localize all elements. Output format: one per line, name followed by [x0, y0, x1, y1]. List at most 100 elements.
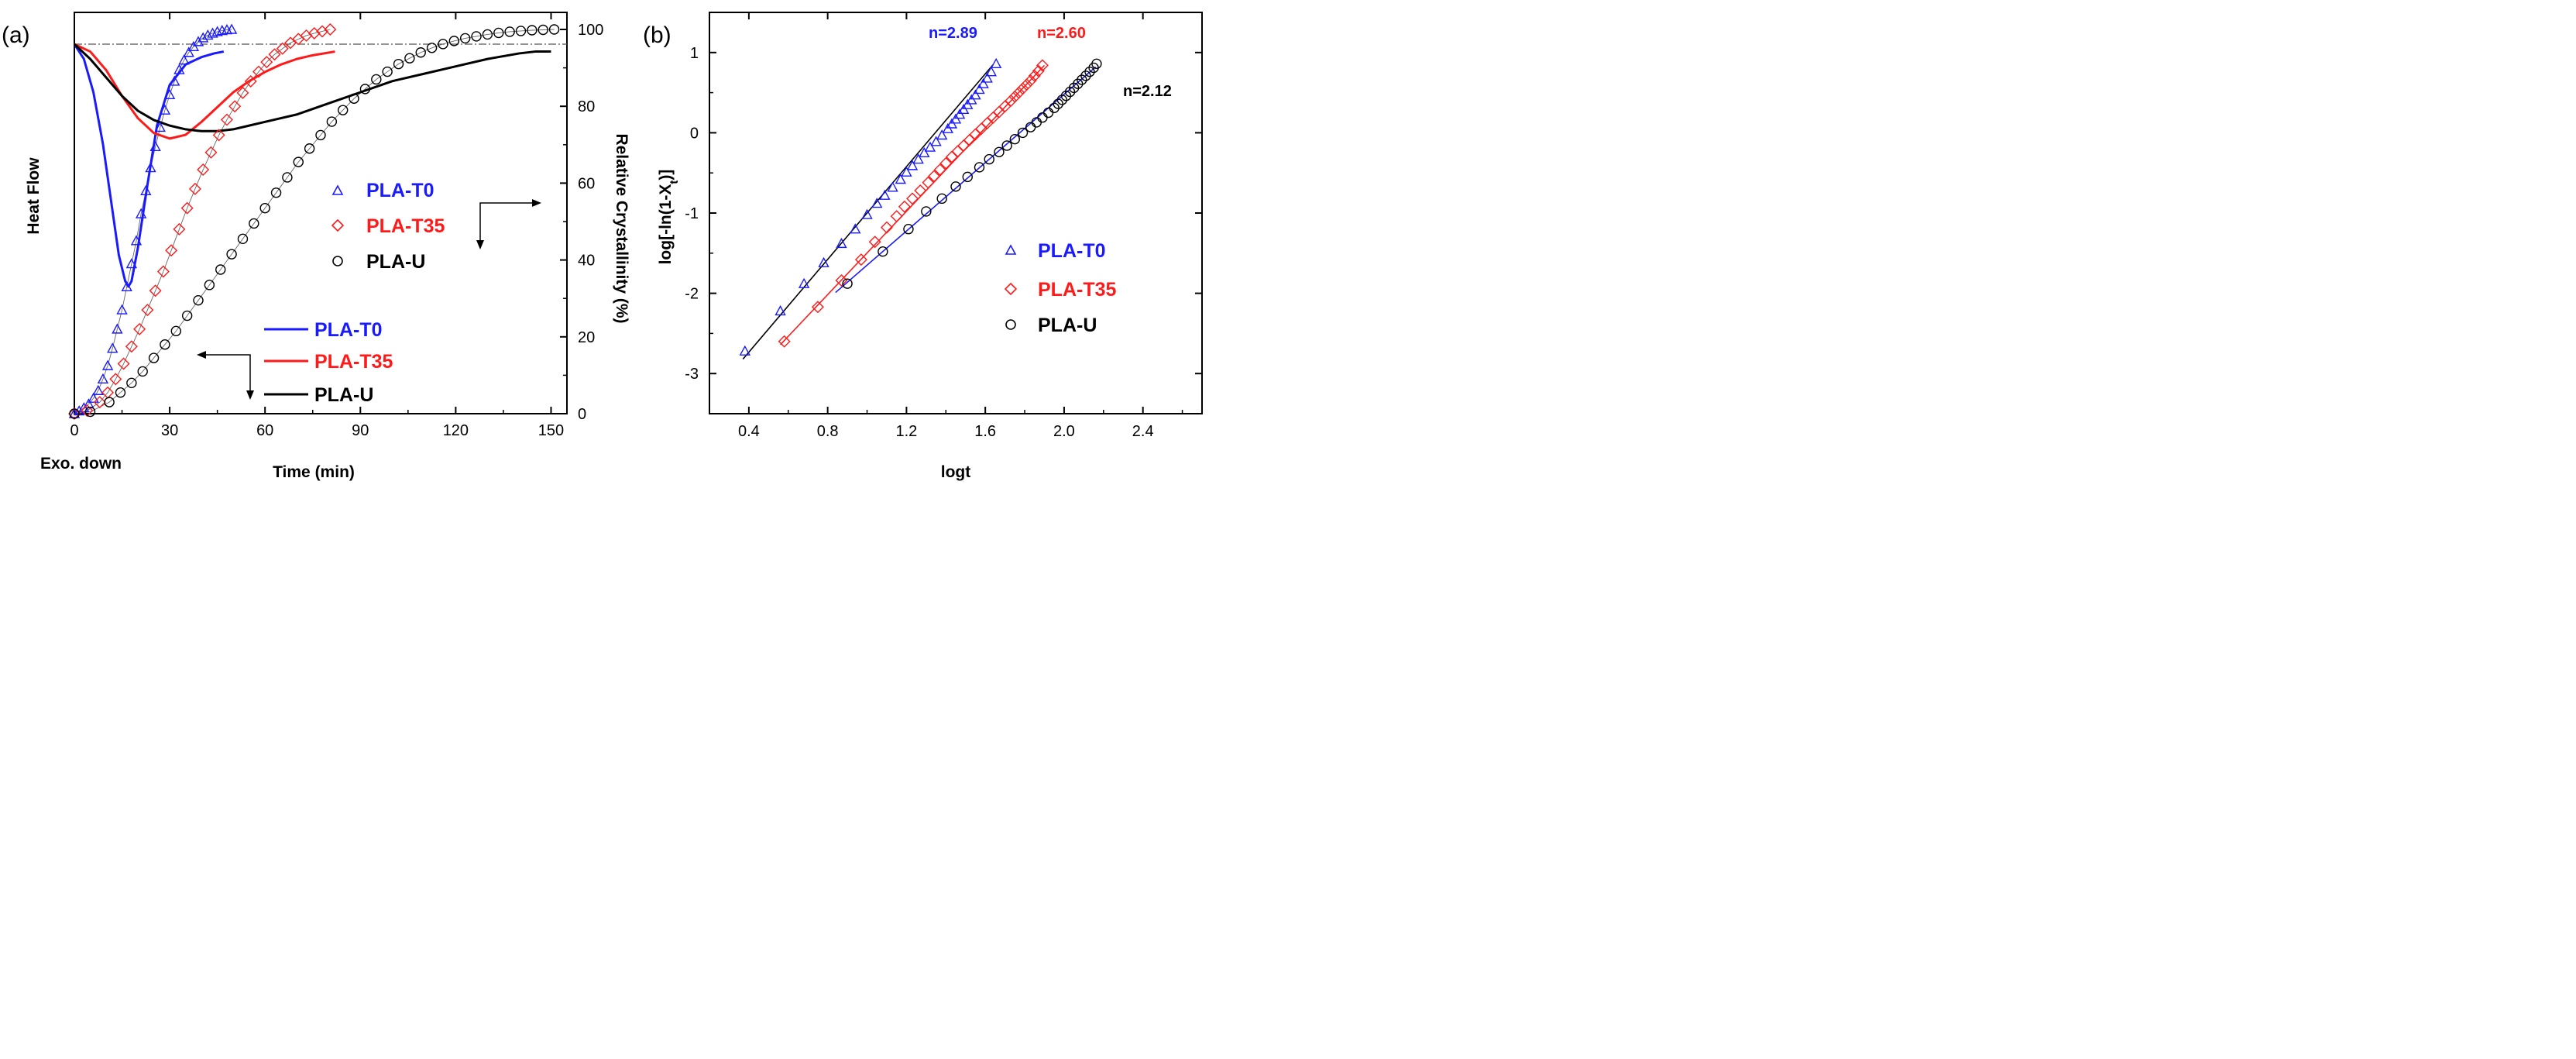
crystallinity-point-pla-t35 [141, 304, 154, 317]
x-tick-label: 1.2 [895, 423, 917, 440]
crystallinity-point-pla-u [527, 25, 538, 36]
panel-a-heat-flow-curves [73, 43, 551, 288]
crystallinity-point-pla-u [504, 26, 515, 37]
n-label-pla-t35: n=2.60 [1037, 25, 1086, 42]
data-point-pla-t0 [919, 146, 930, 158]
crystallinity-point-pla-t0 [187, 40, 200, 52]
data-point-pla-u [1077, 74, 1087, 85]
panel-b-x-ticks: 0.4 0.8 1.2 1.6 2.0 2.4 [709, 12, 1183, 440]
data-point-pla-u [1009, 133, 1021, 145]
data-point-pla-u [974, 162, 985, 173]
heat-flow-line-pla-u [73, 43, 551, 132]
crystallinity-point-pla-u [137, 366, 148, 377]
crystallinity-point-pla-t0 [121, 280, 132, 292]
data-point-pla-t0 [871, 198, 883, 208]
crystallinity-point-pla-t35 [68, 407, 81, 420]
crystallinity-point-pla-u [69, 408, 80, 419]
arrow-left-axis [204, 354, 251, 397]
crystallinity-point-pla-t0 [173, 64, 185, 74]
data-point-pla-t35 [1028, 69, 1041, 82]
crystallinity-connector-pla-t0 [74, 29, 232, 414]
crystallinity-point-pla-u [115, 387, 126, 398]
crystallinity-point-pla-u [293, 156, 304, 167]
crystallinity-point-pla-t35 [133, 322, 146, 335]
data-point-pla-t0 [739, 345, 750, 356]
data-point-pla-t35 [1036, 59, 1049, 72]
crystallinity-point-pla-t35 [93, 396, 106, 409]
legend-b: PLA-T0 PLA-T35 PLA-U [1004, 240, 1117, 336]
legend-line-item: PLA-T35 [264, 351, 393, 373]
data-point-pla-u [994, 146, 1005, 157]
panel-b-frame [709, 12, 1203, 414]
data-point-pla-u [1017, 127, 1029, 139]
crystallinity-point-pla-u [326, 116, 338, 127]
crystallinity-point-pla-u [538, 24, 548, 36]
data-point-pla-t0 [953, 108, 966, 119]
data-point-pla-t35 [914, 184, 927, 197]
panel-b-y-ticks: -3 -2 -1 0 1 [685, 45, 1202, 414]
crystallinity-point-pla-u [270, 187, 282, 198]
crystallinity-point-pla-t0 [130, 235, 143, 246]
data-point-pla-u [1064, 86, 1076, 98]
crystallinity-point-pla-t0 [163, 88, 176, 100]
data-point-pla-t0 [962, 98, 974, 109]
crystallinity-point-pla-u [315, 129, 326, 141]
crystallinity-point-pla-t35 [125, 340, 138, 353]
crystallinity-point-pla-t35 [173, 222, 186, 236]
diamond-marker-icon [1004, 282, 1018, 296]
crystallinity-point-pla-u [204, 280, 215, 291]
data-point-pla-t0 [990, 57, 1002, 69]
crystallinity-point-pla-u [338, 105, 349, 115]
data-point-pla-t35 [922, 176, 935, 189]
crystallinity-point-pla-t0 [125, 258, 138, 269]
crystallinity-point-pla-t35 [228, 100, 242, 113]
crystallinity-point-pla-t0 [107, 342, 118, 353]
legend-marker-label: PLA-T35 [366, 215, 445, 237]
data-point-pla-t0 [895, 174, 906, 184]
x-tick-label: 0.8 [817, 423, 839, 440]
data-point-pla-t35 [992, 105, 1005, 119]
data-point-pla-t35 [854, 253, 867, 266]
legend-marker-label: PLA-U [366, 251, 425, 273]
crystallinity-point-pla-u [349, 93, 359, 104]
crystallinity-point-pla-t0 [101, 359, 114, 370]
crystallinity-point-pla-t35 [188, 182, 201, 195]
crystallinity-point-pla-t0 [149, 140, 161, 151]
data-point-pla-t35 [835, 274, 848, 287]
data-point-pla-t35 [1016, 82, 1029, 95]
data-point-pla-t0 [930, 136, 942, 146]
data-point-pla-t0 [818, 256, 829, 267]
data-point-pla-t35 [1005, 94, 1018, 107]
crystallinity-connector-pla-u [74, 29, 555, 414]
crystallinity-point-pla-t35 [197, 163, 210, 177]
crystallinity-point-pla-u [471, 31, 482, 42]
data-point-pla-t0 [974, 83, 985, 95]
crystallinity-point-pla-u [404, 53, 415, 64]
data-point-pla-t0 [970, 89, 981, 100]
panel-a-y-left-label: Heat Flow [25, 157, 43, 235]
x-tick-label: 0.4 [738, 423, 760, 440]
crystallinity-point-pla-t0 [183, 46, 194, 57]
panel-a-crystallinity-markers [68, 23, 560, 420]
data-point-pla-u [936, 193, 947, 205]
crystallinity-point-pla-u [426, 43, 438, 53]
crystallinity-point-pla-u [126, 377, 137, 389]
legend-lines: PLA-T0 PLA-T35 PLA-U [264, 319, 393, 406]
arrow-left-axis-down-head [246, 390, 254, 400]
crystallinity-point-pla-t0 [135, 208, 147, 218]
data-point-pla-t0 [912, 153, 924, 164]
panel-a-x-note: Exo. down [40, 455, 122, 473]
data-point-pla-t0 [901, 166, 912, 177]
data-point-pla-t35 [898, 200, 911, 213]
x-tick-label: 30 [161, 422, 178, 439]
crystallinity-point-pla-u [84, 406, 96, 418]
crystallinity-connector-pla-t35 [74, 29, 331, 414]
data-point-pla-t35 [987, 111, 1000, 124]
data-point-pla-t0 [966, 94, 977, 105]
panel-a-x-ticks: 0 30 60 90 120 150 [70, 12, 564, 439]
data-point-pla-t35 [957, 139, 970, 152]
crystallinity-point-pla-t35 [284, 36, 297, 50]
data-point-pla-u [1053, 98, 1063, 109]
crystallinity-point-pla-t35 [268, 48, 281, 61]
data-point-pla-t0 [946, 118, 958, 129]
